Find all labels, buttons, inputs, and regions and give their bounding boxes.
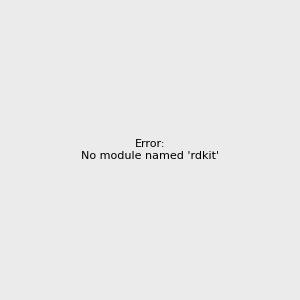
- Text: Error:
No module named 'rdkit': Error: No module named 'rdkit': [81, 139, 219, 161]
